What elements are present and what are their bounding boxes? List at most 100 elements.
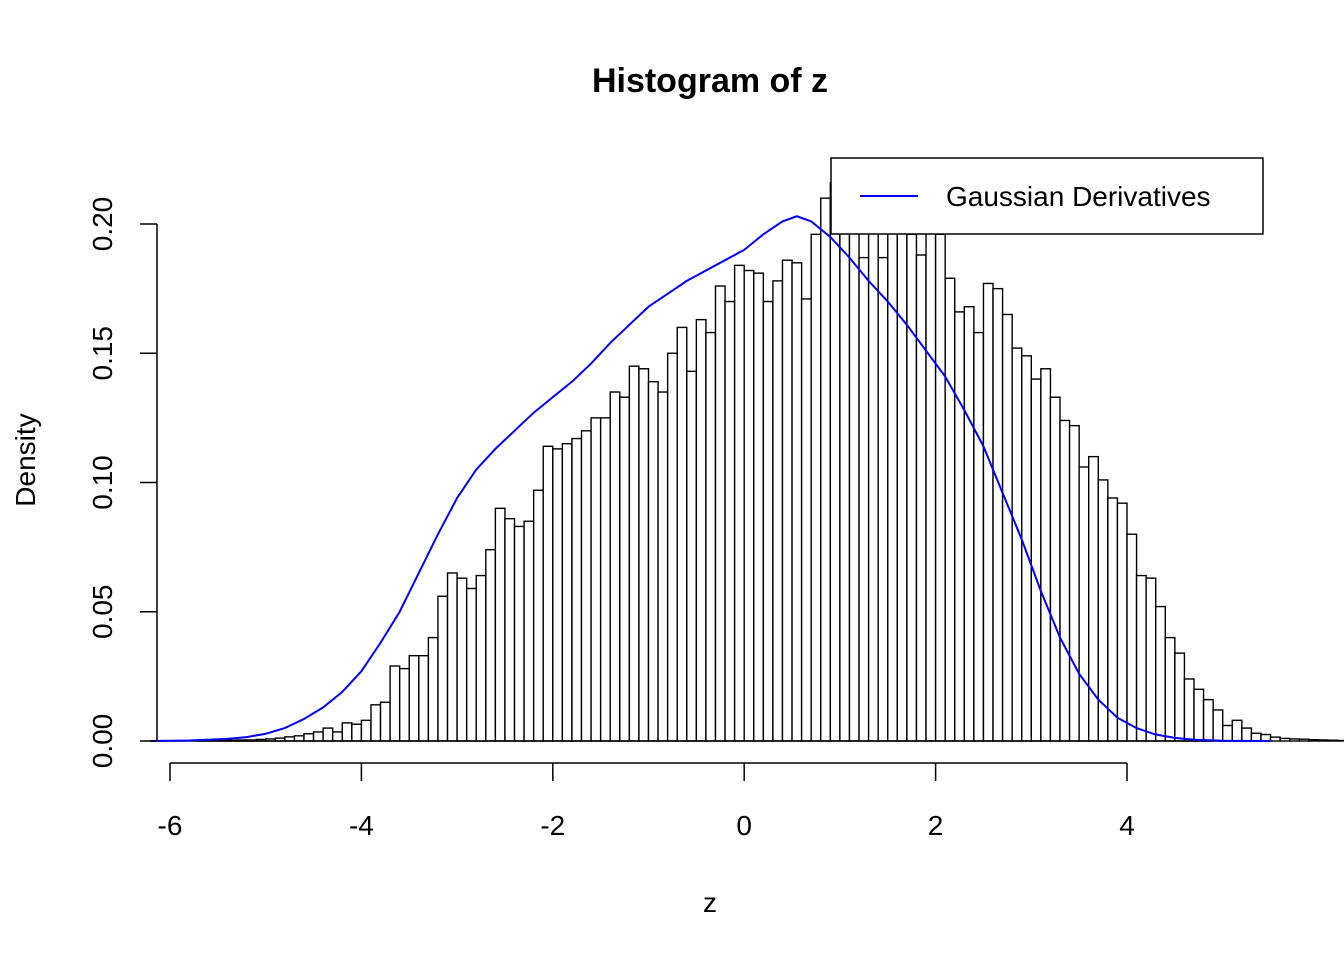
histogram-bar <box>341 722 353 742</box>
y-tick-label: 0.10 <box>87 455 118 510</box>
histogram-bar <box>370 704 382 742</box>
histogram-bar <box>1193 688 1205 742</box>
histogram-bar <box>1135 574 1147 742</box>
legend: Gaussian Derivatives <box>830 157 1264 235</box>
y-tick-label: 0.00 <box>87 714 118 769</box>
histogram-bar <box>647 380 659 742</box>
histogram-bar <box>456 577 468 742</box>
histogram-bar <box>1116 502 1128 742</box>
histogram-bar <box>800 298 812 742</box>
histogram-bar <box>1021 355 1032 742</box>
histogram-bar <box>733 264 745 742</box>
histogram-bar <box>1059 419 1071 742</box>
histogram-bar <box>628 365 640 742</box>
histogram-bar <box>1212 709 1224 742</box>
histogram-bar <box>398 667 410 742</box>
histogram-bar <box>877 256 889 742</box>
histogram-bar <box>504 517 516 742</box>
y-axis: 0.00 0.05 0.10 0.15 0.20 <box>87 197 158 769</box>
histogram-bar <box>1202 698 1214 742</box>
histogram-bar <box>781 259 793 742</box>
histogram-bar <box>753 272 765 742</box>
histogram-bar <box>791 262 803 742</box>
histogram-bar <box>580 430 592 742</box>
histogram-bar <box>1164 636 1176 742</box>
histogram-bar <box>1107 497 1119 742</box>
histogram-bar <box>1001 313 1013 742</box>
histogram-bar <box>686 370 698 742</box>
histogram-bar <box>1011 347 1023 742</box>
histogram-bar <box>963 306 975 742</box>
histogram-bar <box>896 207 908 742</box>
x-tick-label: -6 <box>158 810 183 841</box>
histogram-bar <box>944 277 956 742</box>
histogram-bar <box>561 443 573 742</box>
histogram-bar <box>810 233 822 742</box>
histogram-bar <box>1030 378 1042 742</box>
histogram-bar <box>973 331 985 742</box>
histogram-bar <box>829 181 841 742</box>
histogram-bar <box>772 280 784 742</box>
histogram-bar <box>485 549 497 742</box>
histogram-bar <box>1040 368 1052 742</box>
histogram-bar <box>1068 424 1080 742</box>
histogram-bar <box>408 654 420 742</box>
histogram-bar <box>1049 396 1061 742</box>
histogram-bar <box>389 665 401 742</box>
histogram-bar <box>676 326 688 742</box>
histogram-bar <box>1145 577 1157 742</box>
histogram-bar <box>322 727 334 742</box>
histogram-bar <box>494 507 506 742</box>
histogram-bar <box>925 228 937 742</box>
histogram-bar <box>1317 739 1329 742</box>
histogram-bar <box>982 282 994 742</box>
histogram-bar <box>1336 739 1344 742</box>
histogram-bar <box>1155 605 1166 742</box>
histogram-bar <box>820 197 832 742</box>
histogram-bar <box>293 735 305 742</box>
histogram-bar <box>427 636 439 742</box>
chart-title: Histogram of z <box>592 62 828 100</box>
histogram-bar <box>446 572 458 742</box>
histogram-bar <box>360 719 372 742</box>
histogram-bar <box>1183 678 1195 742</box>
x-axis-label: z <box>703 887 717 918</box>
x-tick-label: 0 <box>736 810 752 841</box>
x-tick-label: 4 <box>1119 810 1135 841</box>
histogram-bar <box>858 256 870 742</box>
x-tick-label: -4 <box>349 810 374 841</box>
y-tick-label: 0.05 <box>87 585 118 640</box>
histogram-bar <box>303 733 315 742</box>
histogram-bar <box>552 448 564 742</box>
histogram-bar <box>437 595 449 742</box>
histogram-bar <box>714 285 726 742</box>
histogram-bar <box>1308 739 1320 742</box>
histogram-bar <box>1174 652 1186 742</box>
histogram-bar <box>331 731 343 742</box>
histogram-bar <box>619 396 631 742</box>
histogram-bar <box>542 445 554 742</box>
histogram-bar <box>513 525 525 742</box>
histogram-bar <box>867 225 879 742</box>
histogram-bar <box>839 228 851 742</box>
y-tick-label: 0.15 <box>87 326 118 381</box>
histogram-bar <box>1241 727 1253 742</box>
histogram-bar <box>379 701 391 742</box>
histogram-bar <box>599 417 611 742</box>
density-curve <box>150 215 1271 742</box>
x-axis: -6 -4 -2 0 2 4 <box>158 762 1135 841</box>
histogram-bar <box>1221 724 1233 742</box>
histogram-bar <box>724 300 736 742</box>
histogram-bar <box>1231 719 1243 742</box>
histogram-bars <box>150 179 1344 742</box>
histogram-bar <box>475 574 487 742</box>
histogram-bar <box>590 417 602 742</box>
histogram-bar <box>1327 739 1339 742</box>
histogram-bar <box>1250 732 1262 742</box>
histogram-bar <box>762 300 774 742</box>
histogram-bar <box>418 654 430 742</box>
histogram-bar <box>1279 737 1291 742</box>
histogram-bar <box>638 368 650 742</box>
histogram-bar <box>992 287 1004 742</box>
